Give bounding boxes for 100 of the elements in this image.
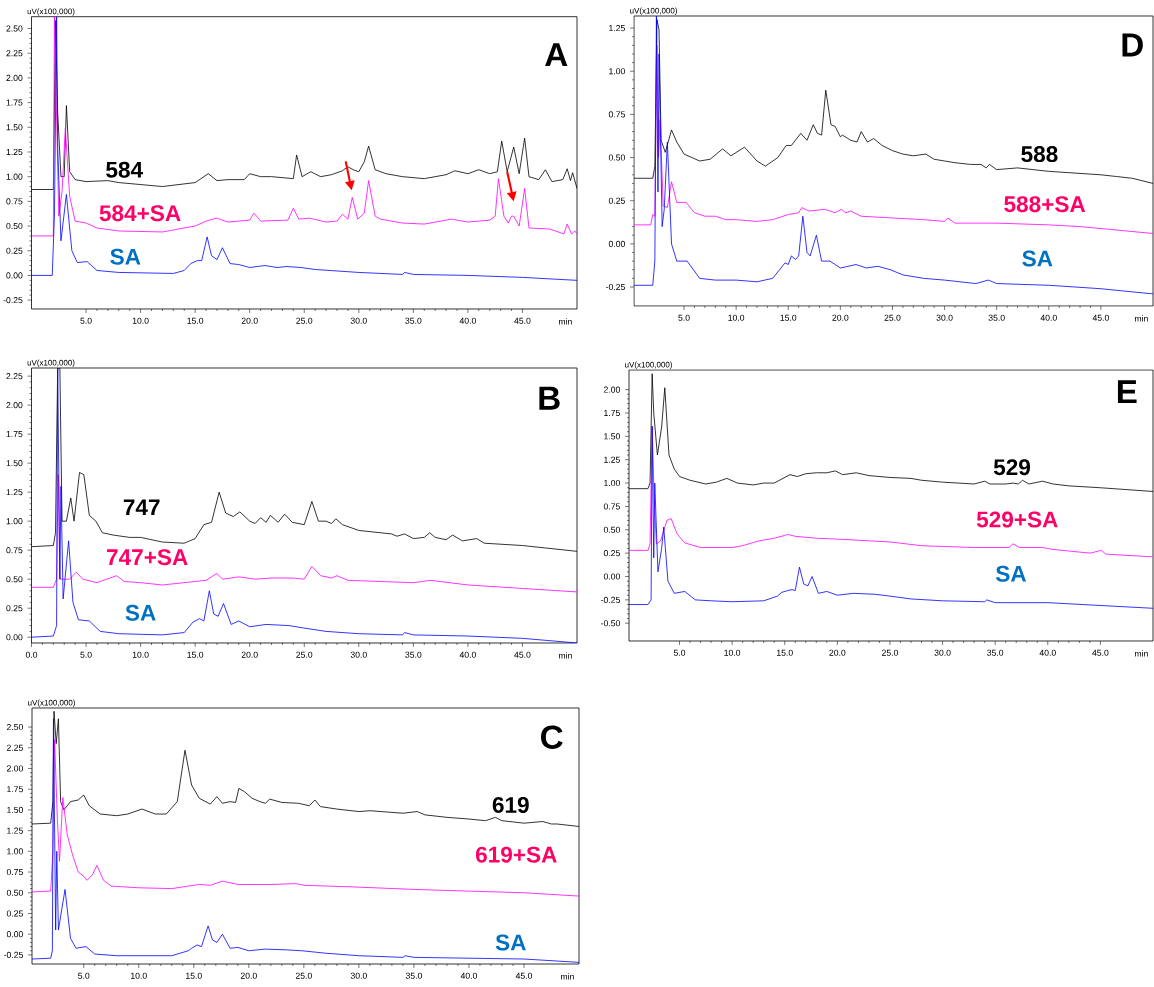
y-tick-label: 0.50: [6, 889, 23, 896]
x-tick-label: 0.0: [25, 651, 38, 658]
y-tick-label: -0.25: [4, 951, 23, 958]
series-label: 529: [993, 459, 1031, 476]
x-tick-label: 45.0: [1092, 649, 1109, 656]
y-tick-label: 0.00: [6, 931, 23, 938]
y-tick-label: 0.00: [603, 573, 620, 580]
x-tick-label: 45.0: [1092, 314, 1109, 321]
y-tick-label: 0.75: [608, 111, 625, 118]
y-tick-label: 2.00: [6, 765, 23, 772]
y-tick-label: 1.50: [6, 124, 23, 131]
x-axis-title: min: [560, 973, 574, 980]
x-tick-label: 25.0: [296, 317, 313, 324]
chart-title: C: [541, 725, 563, 749]
y-tick-label: 2.25: [6, 373, 23, 380]
x-tick-label: 25.0: [295, 972, 312, 979]
y-tick-label: 0.75: [603, 503, 620, 510]
x-tick-label: 10.0: [728, 314, 745, 321]
x-tick-label: 10.0: [724, 649, 741, 656]
line-series: [31, 367, 577, 643]
y-tick-label: 2.50: [6, 724, 23, 731]
y-tick-label: 1.00: [609, 68, 625, 75]
y-tick-label: -0.25: [606, 283, 625, 291]
x-tick-label: 35.0: [987, 649, 1004, 656]
x-axis-title: min: [1134, 650, 1148, 657]
chart-title: E: [1117, 380, 1137, 404]
y-tick-label: 1.25: [604, 456, 620, 463]
y-tick-label: -0.50: [601, 620, 620, 627]
y-tick-label: 0.50: [6, 576, 23, 583]
y-tick-label: 1.50: [6, 460, 23, 467]
y-tick-label: 0.50: [6, 222, 23, 230]
x-axis-title: min: [558, 318, 572, 325]
x-tick-label: 40.0: [1039, 649, 1056, 656]
y-tick-label: 1.00: [604, 480, 620, 487]
y-tick-label: 2.50: [6, 25, 23, 32]
series-label: 747: [123, 499, 160, 515]
chart-title: D: [1122, 33, 1143, 57]
y-tick-label: 1.50: [604, 433, 620, 440]
x-tick-label: 30.0: [350, 972, 367, 979]
y-tick-label: 1.25: [6, 489, 23, 496]
y-tick-label: 0.25: [608, 197, 625, 204]
x-tick-label: 40.0: [460, 972, 478, 979]
y-tick-label: 0.75: [6, 547, 23, 554]
x-tick-label: 35.0: [988, 314, 1005, 321]
x-tick-label: 45.0: [514, 317, 531, 324]
y-tick-label: 0.00: [6, 634, 23, 641]
x-tick-label: 20.0: [241, 317, 258, 324]
x-tick-label: 20.0: [240, 972, 257, 979]
x-tick-label: 5.0: [80, 651, 92, 658]
line-series: [634, 15, 1154, 295]
y-tick-label: 0.75: [6, 868, 23, 876]
y-tick-label: 2.00: [6, 402, 23, 409]
y-tick-label: 0.25: [6, 605, 23, 612]
x-tick-label: 10.0: [132, 317, 149, 324]
x-tick-label: 25.0: [881, 649, 899, 656]
y-tick-label: 1.75: [6, 99, 23, 106]
x-tick-label: 35.0: [405, 972, 422, 979]
x-tick-label: 15.0: [187, 317, 204, 324]
y-tick-label: 1.00: [6, 173, 23, 180]
x-tick-label: 10.0: [131, 972, 147, 979]
x-tick-label: 15.0: [777, 649, 793, 656]
x-tick-label: 45.0: [514, 651, 531, 658]
x-tick-label: 15.0: [780, 314, 797, 321]
y-tick-label: 0.00: [6, 272, 23, 279]
x-tick-label: 5.0: [673, 649, 686, 656]
y-tick-label: 2.25: [6, 50, 23, 57]
y-tick-label: 0.25: [6, 247, 23, 254]
x-tick-label: 35.0: [405, 651, 422, 658]
series-label: 747+SA: [107, 549, 188, 566]
series-label: SA: [110, 248, 141, 265]
y-tick-label: 1.75: [7, 786, 23, 793]
x-tick-label: 5.0: [678, 314, 690, 321]
y-tick-label: 1.50: [7, 806, 23, 813]
line-series: [31, 16, 577, 281]
x-tick-label: 30.0: [350, 651, 367, 658]
x-axis-title: min: [1134, 315, 1148, 322]
x-tick-label: 5.0: [78, 972, 90, 979]
series-label: SA: [495, 934, 526, 951]
series-label: SA: [995, 565, 1027, 582]
y-tick-label: 2.25: [6, 744, 23, 751]
y-tick-label: 2.00: [603, 386, 620, 393]
y-tick-label: 1.25: [609, 25, 625, 32]
y-tick-label: 1.25: [7, 827, 23, 834]
series-label: SA: [125, 604, 156, 621]
series-label: 619: [492, 796, 529, 813]
x-tick-label: 30.0: [934, 649, 951, 656]
y-tick-label: 0.25: [6, 910, 23, 917]
x-tick-label: 25.0: [296, 651, 313, 658]
y-tick-label: -0.25: [3, 297, 23, 304]
series-label: 584: [106, 161, 143, 178]
y-tick-label: 1.00: [7, 848, 23, 855]
x-tick-label: 25.0: [884, 314, 901, 321]
y-tick-label: 0.50: [603, 526, 620, 533]
x-tick-label: 40.0: [1040, 314, 1057, 321]
y-tick-label: 0.00: [608, 240, 625, 247]
y-tick-label: 2.00: [6, 74, 23, 81]
y-tick-label: 1.00: [6, 518, 23, 525]
x-tick-label: 20.0: [829, 649, 846, 656]
x-tick-label: 40.0: [459, 651, 476, 658]
x-tick-label: 15.0: [186, 972, 202, 979]
